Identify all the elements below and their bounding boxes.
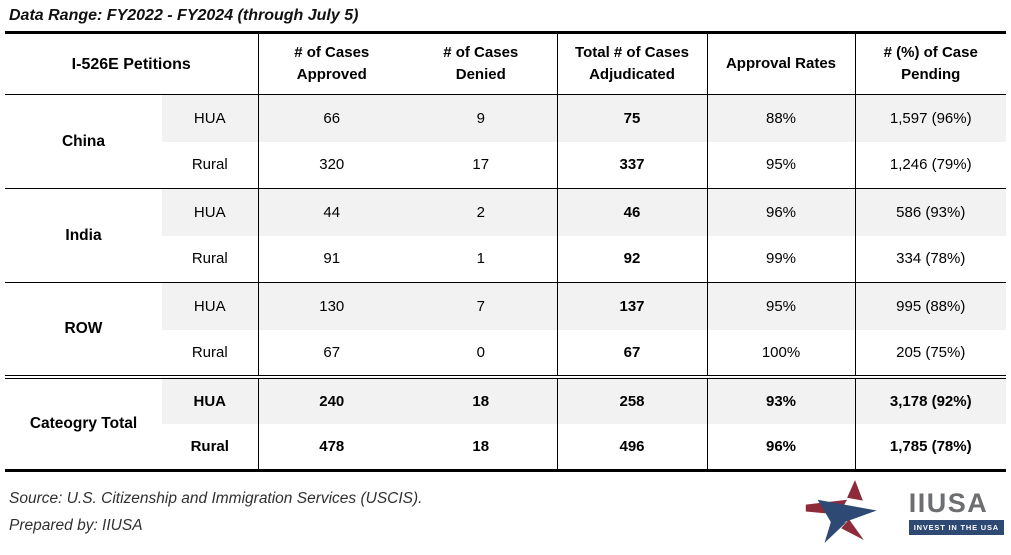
group-china: China HUA 66 9 75 88% 1,597 (96%) Rural … [5,94,1006,189]
cell-approved: 67 [258,329,405,377]
cell-denied: 18 [405,423,558,471]
cell-approval-rate: 100% [707,329,856,377]
cell-approved: 130 [258,282,405,330]
cell-subcategory: HUA [162,282,259,330]
cell-adjudicated: 137 [557,282,708,330]
cell-pending: 334 (78%) [855,235,1006,283]
table-row: Rural 91 1 92 99% 334 (78%) [5,235,1006,283]
iiusa-star-icon [805,480,905,544]
iiusa-wordmark: IIUSA INVEST IN THE USA [908,487,1004,535]
cell-subcategory: HUA [162,376,259,424]
cell-adjudicated: 46 [557,188,708,236]
cell-approved: 478 [258,423,405,471]
cell-subcategory: Rural [162,423,259,471]
cell-approval-rate: 96% [707,423,856,471]
cell-approved: 320 [258,141,405,189]
cell-pending: 205 (75%) [855,329,1006,377]
group-category-total: Cateogry Total HUA 240 18 258 93% 3,178 … [5,376,1006,471]
cell-adjudicated: 67 [557,329,708,377]
cell-approved: 240 [258,376,405,424]
cell-denied: 7 [405,282,558,330]
table-row: Rural 478 18 496 96% 1,785 (78%) [5,423,1006,471]
cell-pending: 1,246 (79%) [855,141,1006,189]
cell-approval-rate: 96% [707,188,856,236]
header-row: I-526E Petitions # of Cases Approved # o… [5,32,1006,96]
cell-adjudicated: 92 [557,235,708,283]
header-denied: # of Cases Denied [405,32,558,96]
cell-denied: 9 [405,94,558,142]
cell-approved: 91 [258,235,405,283]
cell-pending: 1,785 (78%) [855,423,1006,471]
cell-denied: 18 [405,376,558,424]
cell-subcategory: Rural [162,235,259,283]
cell-subcategory: Rural [162,141,259,189]
group-label-china: China [5,94,162,189]
iiusa-logo-tagline: INVEST IN THE USA [908,519,1004,535]
cell-adjudicated: 337 [557,141,708,189]
cell-subcategory: Rural [162,329,259,377]
cell-approved: 66 [258,94,405,142]
header-approval-rates: Approval Rates [707,32,856,96]
table-row: China HUA 66 9 75 88% 1,597 (96%) [5,94,1006,189]
cell-pending: 1,597 (96%) [855,94,1006,142]
data-range-label: Data Range: FY2022 - FY2024 (through Jul… [9,7,359,24]
group-label-category-total: Cateogry Total [5,376,162,471]
cell-pending: 3,178 (92%) [855,376,1006,424]
cell-approval-rate: 88% [707,94,856,142]
cell-approval-rate: 95% [707,141,856,189]
header-approved: # of Cases Approved [258,32,405,96]
cell-approval-rate: 95% [707,282,856,330]
cell-denied: 17 [405,141,558,189]
iiusa-logo: IIUSA INVEST IN THE USA [805,480,1006,544]
cell-adjudicated: 258 [557,376,708,424]
cell-pending: 586 (93%) [855,188,1006,236]
header-pending: # (%) of Case Pending [855,32,1006,96]
cell-approved: 44 [258,188,405,236]
cell-denied: 0 [405,329,558,377]
table-row: India HUA 44 2 46 96% 586 (93%) [5,188,1006,283]
cell-adjudicated: 75 [557,94,708,142]
table-row: Rural 67 0 67 100% 205 (75%) [5,329,1006,377]
source-line: Source: U.S. Citizenship and Immigration… [9,490,423,508]
header-petitions: I-526E Petitions [5,32,259,96]
cell-denied: 1 [405,235,558,283]
cell-approval-rate: 93% [707,376,856,424]
table-row: Cateogry Total HUA 240 18 258 93% 3,178 … [5,376,1006,471]
group-label-row: ROW [5,282,162,377]
iiusa-logo-text: IIUSA [908,487,989,518]
cell-subcategory: HUA [162,94,259,142]
cell-approval-rate: 99% [707,235,856,283]
footer: Source: U.S. Citizenship and Immigration… [5,472,1006,544]
prepared-by-line: Prepared by: IIUSA [9,517,143,535]
group-row: ROW HUA 130 7 137 95% 995 (88%) Rural 67… [5,282,1006,377]
cell-denied: 2 [405,188,558,236]
cell-subcategory: HUA [162,188,259,236]
group-india: India HUA 44 2 46 96% 586 (93%) Rural 91… [5,188,1006,283]
petitions-table: I-526E Petitions # of Cases Approved # o… [5,31,1006,473]
cell-pending: 995 (88%) [855,282,1006,330]
header-adjudicated: Total # of Cases Adjudicated [557,32,708,96]
table-row: Rural 320 17 337 95% 1,246 (79%) [5,141,1006,189]
table-row: ROW HUA 130 7 137 95% 995 (88%) [5,282,1006,377]
cell-adjudicated: 496 [557,423,708,471]
group-label-india: India [5,188,162,283]
source-attribution: Source: U.S. Citizenship and Immigration… [9,485,422,539]
table-header: I-526E Petitions # of Cases Approved # o… [5,32,1006,96]
